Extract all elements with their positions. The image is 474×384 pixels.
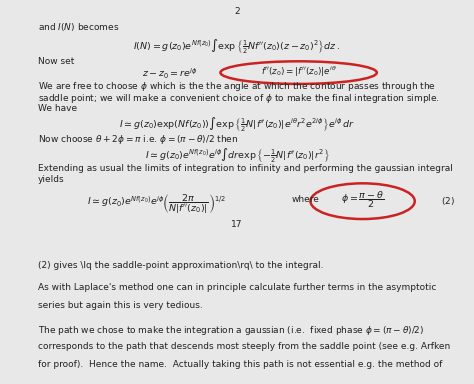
Text: yields: yields (38, 175, 64, 184)
Text: $z - z_0 = re^{i\phi}$: $z - z_0 = re^{i\phi}$ (142, 67, 198, 81)
Text: $I(N) = g(z_0)e^{Nf(z_0)} \int \exp\left\{\frac{1}{2}Nf^{\prime\prime}(z_0)(z-z_: $I(N) = g(z_0)e^{Nf(z_0)} \int \exp\left… (134, 38, 340, 56)
Text: $I \simeq g(z_0)e^{Nf(z_0)} e^{i\phi} \left(\dfrac{2\pi}{N|f^{\prime\prime}(z_0): $I \simeq g(z_0)e^{Nf(z_0)} e^{i\phi} \l… (87, 192, 226, 215)
Text: Now set: Now set (38, 57, 74, 66)
Text: corresponds to the path that descends most steeply from the saddle point (see e.: corresponds to the path that descends mo… (38, 342, 450, 351)
Text: series but again this is very tedious.: series but again this is very tedious. (38, 301, 203, 310)
Text: and $I(N)$ becomes: and $I(N)$ becomes (38, 22, 119, 33)
Text: The path we chose to make the integration a gaussian (i.e.  fixed phase $\phi = : The path we chose to make the integratio… (38, 324, 424, 337)
Text: 17: 17 (231, 220, 243, 228)
Text: saddle point; we will make a convenient choice of $\phi$ to make the final integ: saddle point; we will make a convenient … (38, 92, 440, 105)
Text: $I \simeq g(z_0)\exp(Nf(z_0)) \int \exp\left\{\frac{1}{2}N|f^{\prime\prime}(z_0): $I \simeq g(z_0)\exp(Nf(z_0)) \int \exp\… (119, 116, 355, 134)
Text: We have: We have (38, 104, 77, 113)
Text: As with Laplace's method one can in principle calculate further terms in the asy: As with Laplace's method one can in prin… (38, 283, 436, 292)
Text: $I \simeq g(z_0)e^{Nf(z_0)} e^{i\phi} \int dr \exp\left\{-\frac{1}{2}N|f^{\prime: $I \simeq g(z_0)e^{Nf(z_0)} e^{i\phi} \i… (145, 146, 329, 165)
Text: Now choose $\theta + 2\phi = \pi$ i.e. $\phi = (\pi-\theta)/2$ then: Now choose $\theta + 2\phi = \pi$ i.e. $… (38, 133, 238, 146)
Text: (2) gives \lq the saddle-point approximation\rq\ to the integral.: (2) gives \lq the saddle-point approxima… (38, 261, 323, 270)
Text: 2: 2 (234, 7, 240, 16)
Text: $(2)$: $(2)$ (441, 195, 455, 207)
Text: We are free to choose $\phi$ which is the the angle at which the contour passes : We are free to choose $\phi$ which is th… (38, 80, 436, 93)
Text: for proof).  Hence the name.  Actually taking this path is not essential e.g. th: for proof). Hence the name. Actually tak… (38, 360, 442, 369)
Text: $\phi = \dfrac{\pi - \theta}{2}$: $\phi = \dfrac{\pi - \theta}{2}$ (341, 190, 384, 210)
Text: $f^{\prime\prime}(z_0) = |f^{\prime\prime}(z_0)|e^{i\theta}$: $f^{\prime\prime}(z_0) = |f^{\prime\prim… (261, 64, 337, 79)
Text: Extending as usual the limits of integration to infinity and performing the gaus: Extending as usual the limits of integra… (38, 164, 453, 173)
Text: where: where (292, 195, 319, 204)
